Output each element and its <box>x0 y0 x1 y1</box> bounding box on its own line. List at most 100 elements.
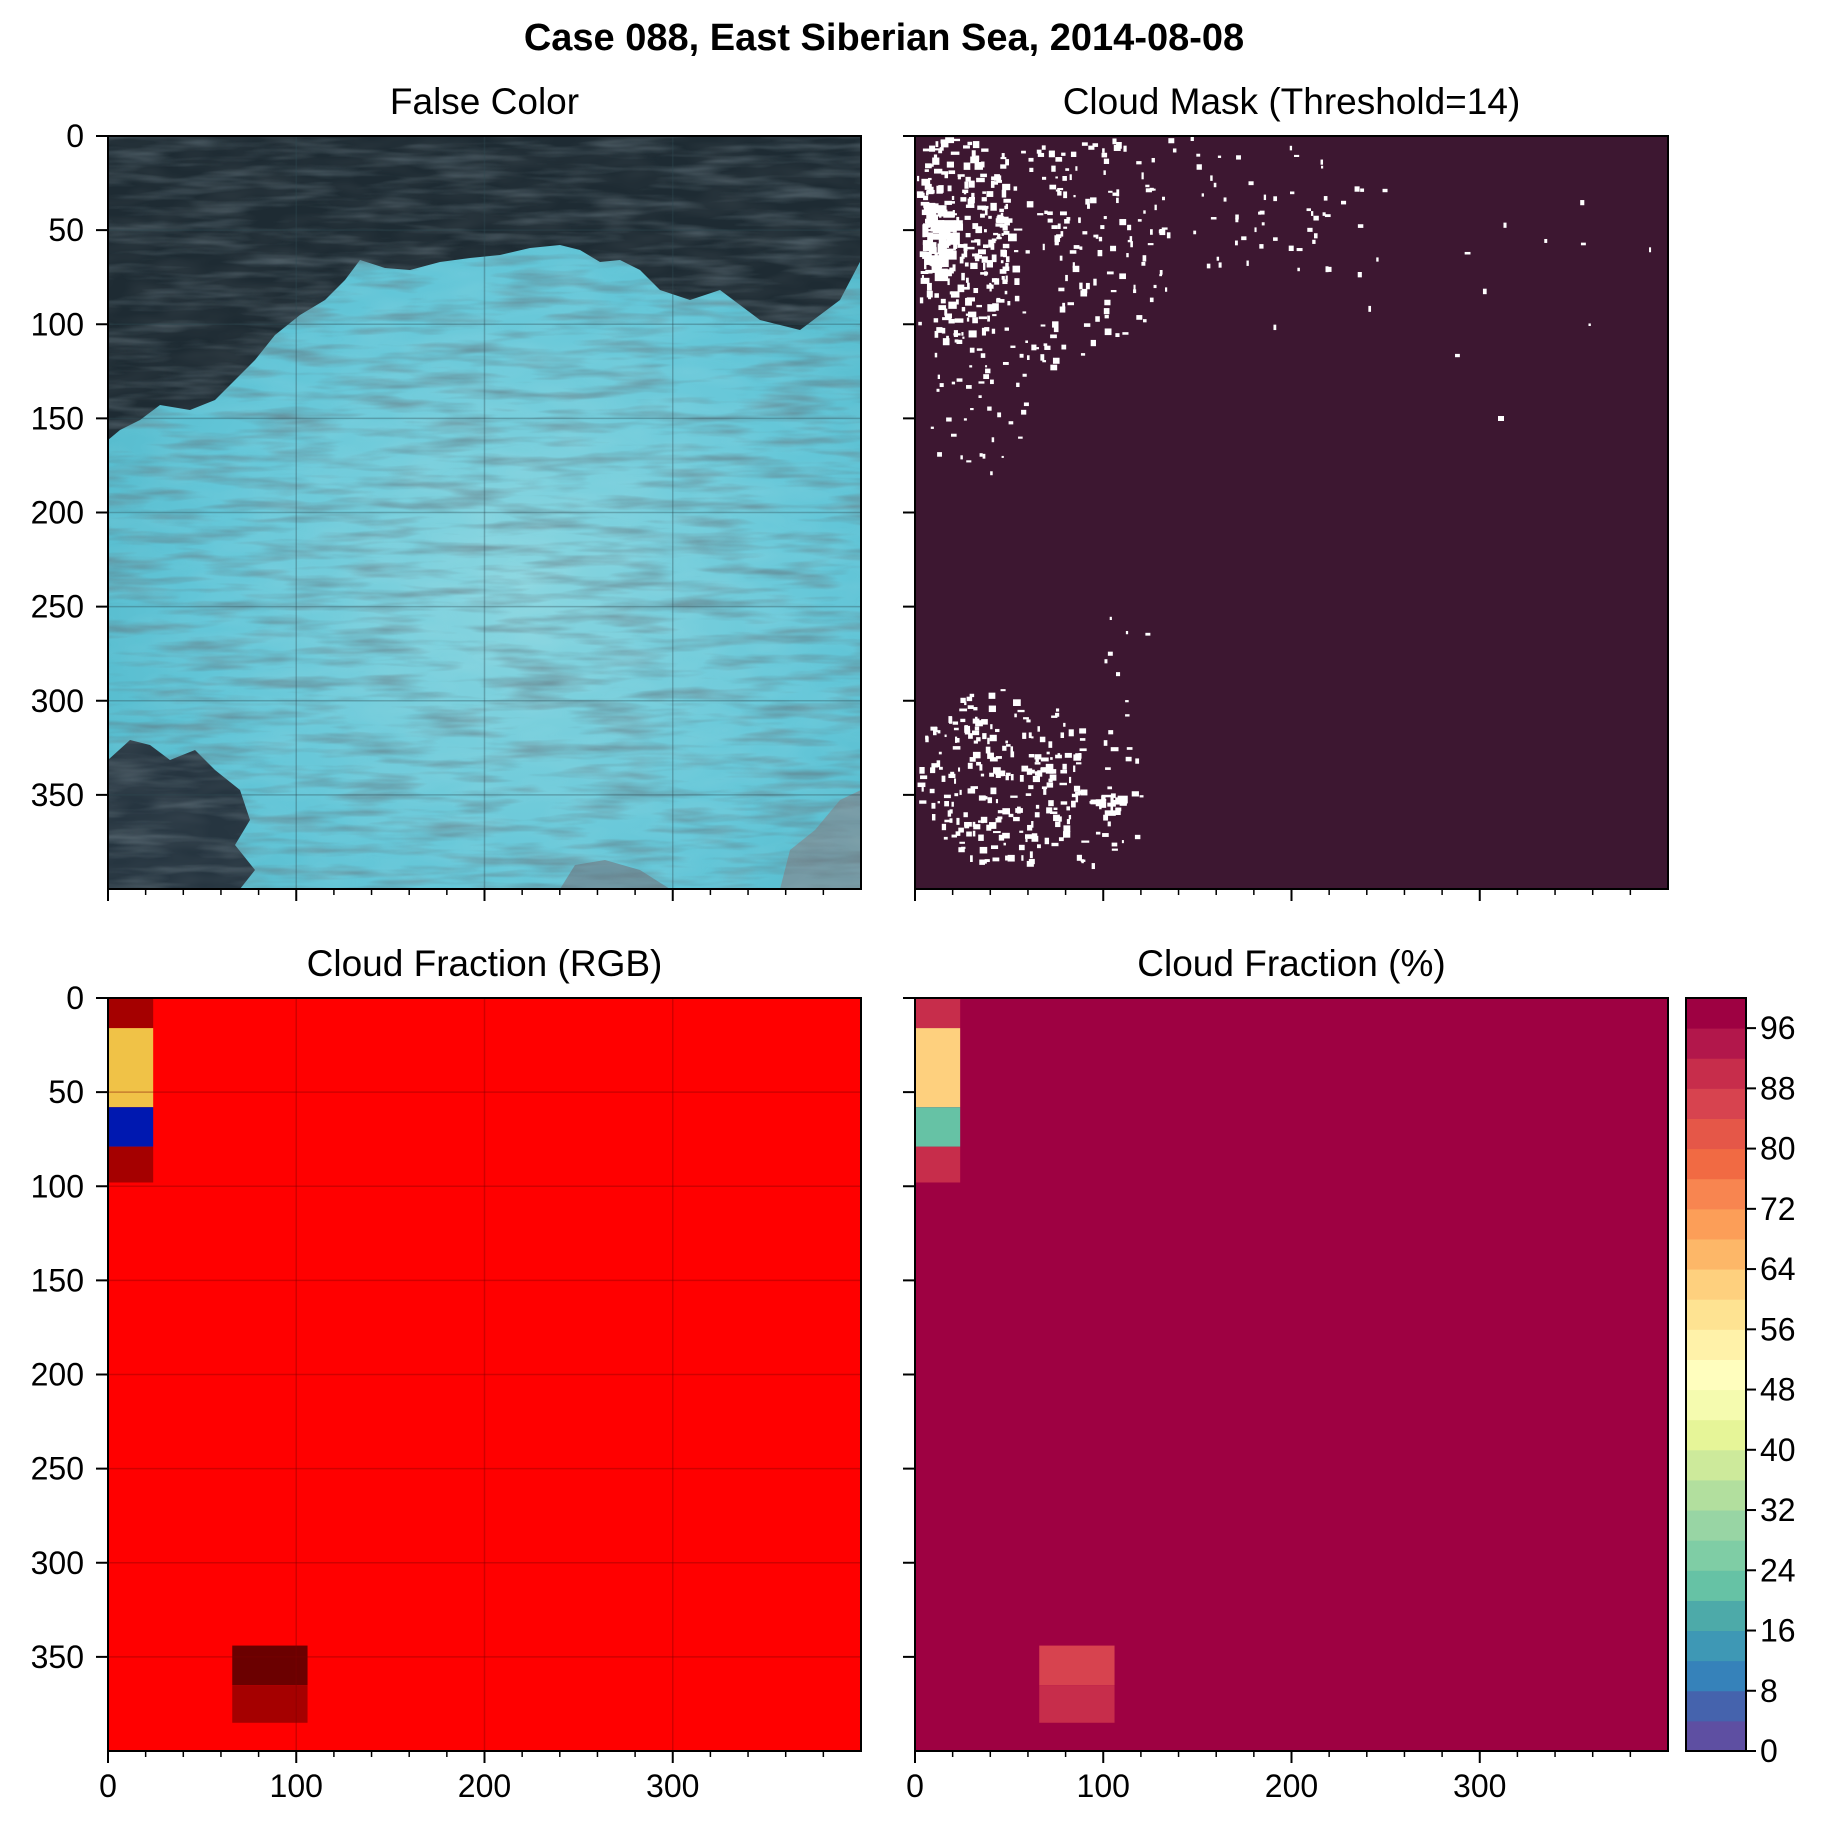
cloud-pixel <box>926 190 929 194</box>
cloud-pixel <box>1048 741 1053 748</box>
cloud-pixel <box>1019 353 1024 358</box>
cloud-pixel <box>1145 188 1152 193</box>
cloud-pixel <box>920 192 925 197</box>
cloud-pixel <box>984 207 988 216</box>
cloud-pixel <box>1110 747 1119 752</box>
colorbar-tick-label: 32 <box>1760 1492 1796 1528</box>
cloud-pixel <box>965 313 975 316</box>
cloud-pixel <box>1190 136 1194 142</box>
cloud-pixel <box>995 756 1002 759</box>
y-tick-label: 150 <box>31 1262 84 1298</box>
cloud-pixel <box>944 819 951 823</box>
panel-false-color: False Color 0 50 100 150 200 250 300 350 <box>31 81 862 901</box>
cloud-pixel <box>981 148 989 152</box>
cloud-pixel <box>1004 218 1013 223</box>
cloud-pixel <box>1047 212 1051 215</box>
cloud-pixel <box>1103 170 1106 175</box>
cloud-pixel <box>996 236 1002 240</box>
cloud-pixel <box>1001 233 1004 236</box>
figure-title: Case 088, East Siberian Sea, 2014-08-08 <box>524 17 1244 59</box>
cloud-pixel <box>1213 182 1217 188</box>
cloud-pixel <box>1306 208 1311 212</box>
cloud-pixel <box>1008 233 1017 242</box>
cloud-pixel <box>1100 225 1105 230</box>
cloud-pixel <box>1010 751 1015 758</box>
cloud-pixel <box>1376 257 1379 262</box>
cloud-pixel <box>1032 775 1041 783</box>
cloud-pixel <box>985 368 991 374</box>
cloud-pixel <box>1060 769 1068 774</box>
cloud-pixel <box>978 395 982 399</box>
cloud-pixel <box>1320 159 1324 165</box>
cloud-pixel <box>1321 165 1324 169</box>
colorbar-tick-label: 0 <box>1760 1733 1778 1769</box>
cloud-pixel <box>954 318 964 323</box>
cloud-pixel <box>1050 334 1057 339</box>
cloud-pixel <box>1248 181 1254 186</box>
cloud-pixel <box>963 286 970 290</box>
cloud-pixel <box>951 433 957 437</box>
cloud-pixel <box>1153 284 1157 289</box>
cloud-fraction-percent-cell <box>915 998 961 1029</box>
cloud-pixel <box>934 270 949 282</box>
cloud-pixel <box>936 388 940 392</box>
cloud-pixel <box>980 173 987 178</box>
cloud-pixel <box>964 701 967 706</box>
cloud-pixel <box>942 220 956 232</box>
cloud-pixel <box>1055 176 1058 179</box>
cloud-pixel <box>960 455 963 460</box>
cloud-pixel <box>1041 176 1047 180</box>
cloud-pixel <box>1649 247 1652 253</box>
cloud-pixel <box>1049 184 1057 190</box>
cloud-pixel <box>963 162 971 170</box>
cloud-pixel <box>1311 211 1314 216</box>
cloud-pixel <box>1544 238 1548 243</box>
cloud-pixel <box>917 782 926 788</box>
cloud-pixel <box>1236 155 1241 160</box>
cloud-pixel <box>1293 154 1300 157</box>
cloud-pixel <box>1210 175 1213 181</box>
cloud-pixel <box>950 151 960 155</box>
cloud-pixel <box>926 214 938 228</box>
cloud-pixel <box>1115 672 1121 677</box>
cloud-pixel <box>1326 266 1332 272</box>
cloud-pixel <box>953 242 956 251</box>
cloud-pixel <box>952 746 961 750</box>
cloud-pixel <box>1464 251 1471 255</box>
cloud-pixel <box>941 823 947 831</box>
cloud-pixel <box>944 734 947 738</box>
colorbar-segment <box>1686 1389 1746 1421</box>
x-tick-label: 100 <box>270 1768 323 1804</box>
cloud-pixel <box>1101 152 1108 158</box>
cloud-pixel <box>961 307 966 312</box>
cloud-pixel <box>951 381 956 385</box>
cloud-pixel <box>1068 776 1072 784</box>
y-tick-label: 200 <box>31 495 84 531</box>
cloud-pixel <box>972 223 979 229</box>
cloud-pixel <box>930 164 934 167</box>
cloud-pixel <box>995 223 1003 227</box>
cloud-pixel <box>971 192 975 199</box>
cloud-pixel <box>1037 213 1044 216</box>
cloud-pixel <box>956 817 960 825</box>
cloud-pixel <box>931 264 939 273</box>
cloud-pixel <box>978 381 985 384</box>
cloud-pixel <box>996 297 1001 301</box>
cloud-pixel <box>1000 164 1007 169</box>
cloud-pixel <box>1057 753 1061 757</box>
cloud-pixel <box>1000 689 1006 692</box>
cloud-pixel <box>1043 788 1047 795</box>
y-tick-label: 100 <box>31 306 84 342</box>
cloud-pixel <box>972 730 980 736</box>
cloud-pixel <box>1077 790 1081 795</box>
cloud-pixel <box>1002 279 1008 285</box>
cloud-pixel <box>1008 813 1014 818</box>
cloud-pixel <box>1103 308 1110 315</box>
ticks-cloud-fraction-rgb: 0 100 200 300 0 50 100 150 200 250 300 350 <box>31 980 825 1804</box>
panel-title-false-color: False Color <box>390 81 579 122</box>
cloud-pixel <box>949 809 953 814</box>
colorbar-segment <box>1686 1148 1746 1180</box>
cloud-pixel <box>1063 226 1068 229</box>
cloud-pixel <box>1080 290 1088 297</box>
colorbar-segment <box>1686 1419 1746 1451</box>
